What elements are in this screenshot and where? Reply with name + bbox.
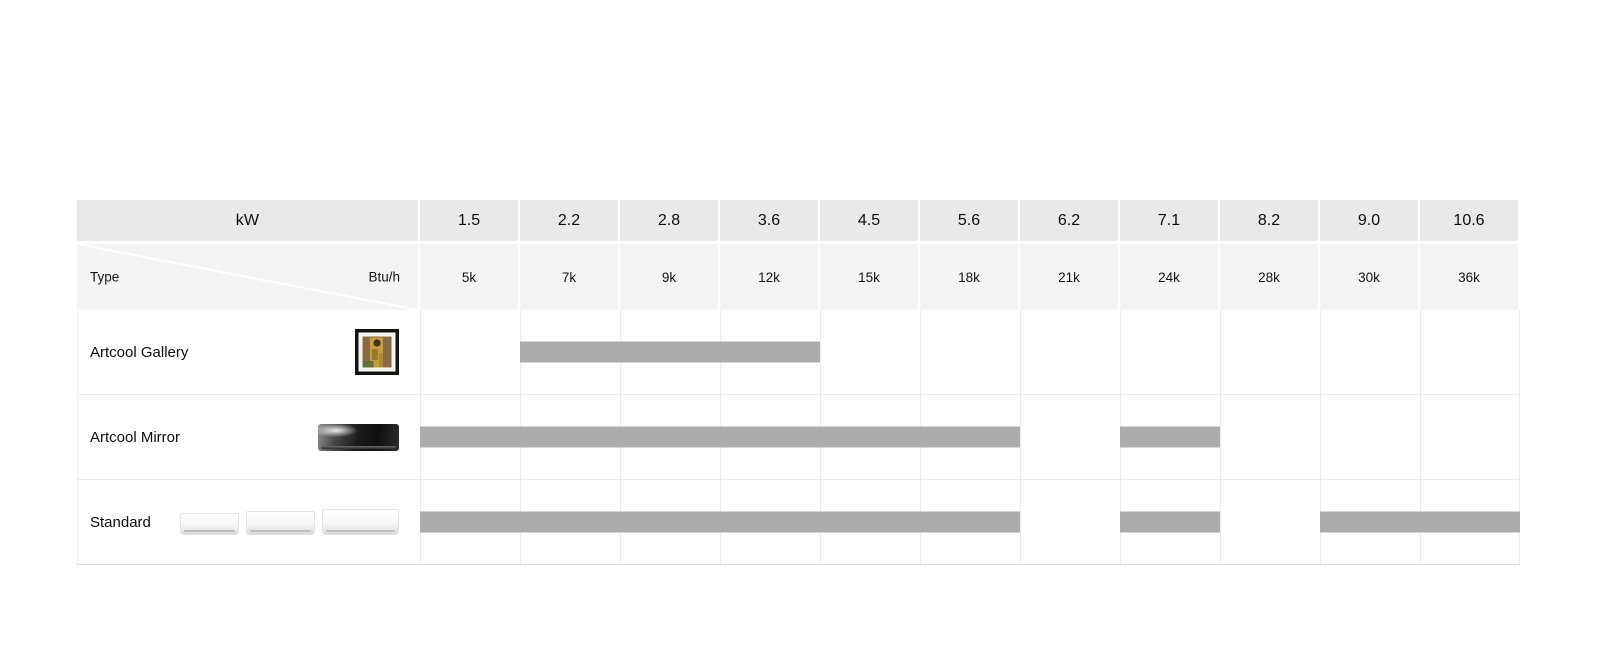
standard-product-image <box>180 509 399 535</box>
product-label-cell: Artcool Gallery <box>77 310 420 394</box>
product-row-artcool-mirror: Artcool Mirror <box>77 395 1520 480</box>
capacity-lineup-table: kW 1.5 2.2 2.8 3.6 4.5 5.6 6.2 7.1 8.2 9.0 10.6 Ty… <box>77 200 1520 565</box>
standard-units-icon <box>180 509 399 535</box>
capacity-cell <box>1320 310 1420 394</box>
capacity-cell <box>1020 395 1120 479</box>
capacity-range-bar <box>1120 511 1220 533</box>
capacity-range-bar <box>520 341 820 363</box>
btuh-column-header: 18k <box>920 244 1020 310</box>
standard-unit-medium-icon <box>246 511 315 535</box>
capacity-cell <box>820 310 920 394</box>
capacity-cell <box>1120 310 1220 394</box>
btuh-column-header: 5k <box>420 244 520 310</box>
standard-unit-large-icon <box>322 509 399 535</box>
product-rows: Artcool Gallery Artcool Mirror Standard <box>77 310 1520 565</box>
kw-column-header: 9.0 <box>1320 200 1420 244</box>
product-row-artcool-gallery: Artcool Gallery <box>77 310 1520 395</box>
capacity-cell <box>420 310 520 394</box>
capacity-cell <box>1320 395 1420 479</box>
artcool-gallery-artwork-icon <box>355 329 399 375</box>
product-row-standard: Standard <box>77 480 1520 565</box>
btuh-column-header: 24k <box>1120 244 1220 310</box>
product-name: Artcool Mirror <box>90 428 181 446</box>
kw-column-header: 3.6 <box>720 200 820 244</box>
kw-value-cells: 1.5 2.2 2.8 3.6 4.5 5.6 6.2 7.1 8.2 9.0 10.6 <box>420 200 1520 244</box>
capacity-cell <box>1220 480 1320 564</box>
capacity-cell <box>1420 395 1520 479</box>
kw-column-header: 2.2 <box>520 200 620 244</box>
kw-label: kW <box>235 211 260 229</box>
capacity-cell <box>1420 310 1520 394</box>
kw-column-header: 8.2 <box>1220 200 1320 244</box>
capacity-cell <box>1020 480 1120 564</box>
capacity-cell <box>920 310 1020 394</box>
btuh-column-header: 12k <box>720 244 820 310</box>
kw-header-cell: kW <box>77 200 420 244</box>
capacity-range-bar <box>1320 511 1520 533</box>
diagonal-divider <box>77 244 418 310</box>
artcool-mirror-unit-icon <box>318 423 399 451</box>
kw-column-header: 2.8 <box>620 200 720 244</box>
capacity-cell <box>1020 310 1120 394</box>
standard-unit-small-icon <box>180 513 239 535</box>
product-label-cell: Artcool Mirror <box>77 395 420 479</box>
kw-column-header: 10.6 <box>1420 200 1520 244</box>
mirror-product-image <box>318 423 399 451</box>
btuh-column-header: 36k <box>1420 244 1520 310</box>
product-name: Artcool Gallery <box>90 343 189 361</box>
capacity-range-bar <box>420 426 1020 448</box>
type-btuh-corner-cell: Type Btu/h <box>77 244 420 310</box>
btuh-column-header: 15k <box>820 244 920 310</box>
kw-column-header: 6.2 <box>1020 200 1120 244</box>
kw-column-header: 7.1 <box>1120 200 1220 244</box>
btuh-label: Btu/h <box>368 269 400 285</box>
btuh-column-header: 9k <box>620 244 720 310</box>
btuh-column-header: 7k <box>520 244 620 310</box>
capacity-range-bar <box>1120 426 1220 448</box>
btuh-header-row: Type Btu/h 5k 7k 9k 12k 15k 18k 21k 24k 28k 30k 36… <box>77 244 1520 310</box>
type-label: Type <box>90 269 120 285</box>
kw-column-header: 1.5 <box>420 200 520 244</box>
kw-column-header: 5.6 <box>920 200 1020 244</box>
kw-header-row: kW 1.5 2.2 2.8 3.6 4.5 5.6 6.2 7.1 8.2 9.0 10.6 <box>77 200 1520 244</box>
gallery-product-image <box>355 329 399 375</box>
btuh-column-header: 21k <box>1020 244 1120 310</box>
btuh-column-header: 30k <box>1320 244 1420 310</box>
capacity-range-bar <box>420 511 1020 533</box>
capacity-cell <box>1220 395 1320 479</box>
btuh-column-header: 28k <box>1220 244 1320 310</box>
capacity-cell <box>1220 310 1320 394</box>
product-name: Standard <box>90 513 151 531</box>
kw-column-header: 4.5 <box>820 200 920 244</box>
btuh-value-cells: 5k 7k 9k 12k 15k 18k 21k 24k 28k 30k 36k <box>420 244 1520 310</box>
product-label-cell: Standard <box>77 480 420 564</box>
